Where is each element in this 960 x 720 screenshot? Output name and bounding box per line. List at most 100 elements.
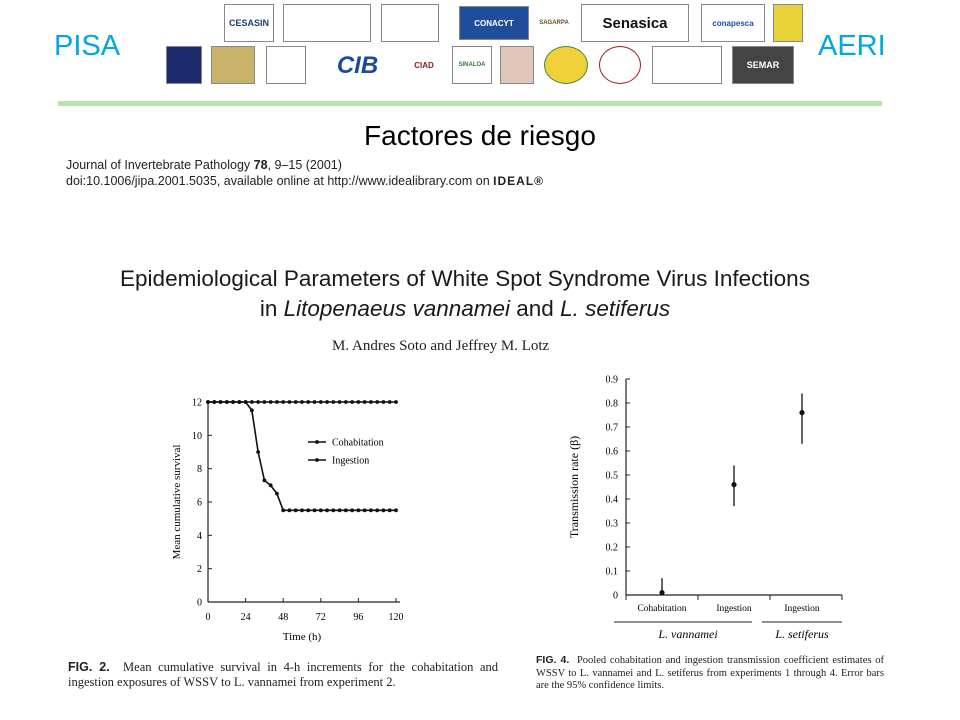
journal-name: Journal of Invertebrate Pathology (66, 158, 254, 172)
x-tick-label: 72 (316, 612, 326, 623)
figure-4-caption-text: Pooled cohabitation and ingestion transm… (536, 655, 885, 691)
brand-right-aeri: AERI (818, 30, 886, 62)
logo-17 (544, 46, 588, 84)
logo-21: SEMAR (732, 46, 794, 84)
data-point-ingestion (343, 508, 348, 513)
data-point-cohabitation (337, 400, 342, 404)
data-point-ingestion (350, 508, 355, 513)
data-point-cohabitation (362, 400, 367, 404)
data-point-cohabitation (300, 400, 304, 404)
figure-2-caption-label: FIG. 2. (68, 660, 110, 674)
y-axis-label: Mean cumulative survival (171, 445, 183, 560)
journal-line-2: doi:10.1006/jipa.2001.5035, available on… (66, 174, 544, 188)
figure-2-caption-text: Mean cumulative survival in 4-h incremen… (68, 660, 499, 689)
logo-1 (160, 4, 212, 42)
logo-3 (283, 4, 371, 42)
data-point-cohabitation (287, 400, 292, 404)
paper-authors: M. Andres Soto and Jeffrey M. Lotz (332, 338, 550, 354)
y-tick-label: 4 (197, 531, 202, 542)
data-point-ingestion (275, 491, 279, 496)
data-point-cohabitation (249, 400, 254, 404)
data-point-ingestion (387, 508, 392, 513)
data-point (659, 590, 665, 596)
x-tick-label: 48 (278, 612, 288, 623)
logo-18 (599, 46, 641, 84)
data-point-cohabitation (394, 400, 398, 404)
x-axis-label: Time (h) (283, 631, 322, 643)
category-label: Ingestion (716, 604, 752, 614)
data-point-cohabitation (256, 400, 261, 404)
data-point-cohabitation (268, 400, 273, 404)
logo-4 (381, 4, 439, 42)
y-tick-label: 0.4 (606, 495, 619, 506)
data-point-ingestion (375, 508, 380, 513)
data-point-cohabitation (331, 400, 336, 404)
data-point-ingestion (212, 400, 217, 404)
y-tick-label: 0.7 (606, 423, 619, 434)
legend-label-ingestion: Ingestion (332, 456, 369, 467)
data-point-ingestion (325, 508, 329, 513)
category-label: Ingestion (784, 604, 820, 614)
data-point-ingestion (318, 508, 323, 513)
data-point-ingestion (224, 400, 229, 404)
logo-5: CONACYT (459, 6, 529, 40)
data-point-cohabitation (325, 400, 329, 404)
data-point-ingestion (281, 508, 286, 513)
data-point (799, 410, 805, 416)
data-point-ingestion (243, 400, 248, 404)
y-tick-label: 0.3 (606, 519, 619, 530)
data-point-ingestion (394, 508, 398, 513)
data-point-ingestion (287, 508, 292, 513)
data-point-cohabitation (281, 400, 286, 404)
data-point-ingestion (231, 400, 235, 404)
data-point-cohabitation (293, 400, 298, 404)
data-point-ingestion (306, 508, 311, 513)
logo-14: CIAD (414, 60, 434, 70)
figure-4-transmission-chart: 0 0.1 0.2 0.3 0.4 0.5 0.6 0.7 0.8 0.9 Transmission… (567, 375, 843, 641)
data-point-cohabitation (312, 400, 317, 404)
header-divider (58, 101, 882, 106)
data-point-ingestion (331, 508, 336, 513)
ideal-logo: IDEAL® (493, 174, 544, 188)
figure-2-caption: FIG. 2. Mean cumulative survival in 4-h … (68, 660, 498, 690)
data-point-cohabitation (381, 400, 386, 404)
title-and: and (510, 296, 561, 321)
data-point-ingestion (268, 483, 273, 488)
legend-marker-ingestion (315, 458, 319, 462)
logo-19 (652, 46, 722, 84)
data-point-ingestion (312, 508, 317, 513)
journal-volume: 78 (253, 158, 268, 172)
paper-title-line-1: Epidemiological Parameters of White Spot… (120, 266, 810, 291)
title-species-2: L. setiferus (560, 296, 671, 321)
data-point-ingestion (256, 450, 261, 454)
data-point-ingestion (381, 508, 386, 513)
x-tick-label: 0 (206, 612, 211, 623)
journal-pages: , 9–15 (2001) (267, 158, 342, 172)
data-point-cohabitation (318, 400, 323, 404)
y-tick-label: 0.2 (606, 543, 619, 554)
y-tick-label: 0 (197, 598, 202, 609)
data-point (731, 482, 737, 488)
data-point-ingestion (218, 400, 223, 404)
data-point-cohabitation (275, 400, 279, 404)
data-point-cohabitation (356, 400, 361, 404)
logo-10 (166, 46, 202, 84)
data-point-cohabitation (306, 400, 311, 404)
group-label-vannamei: L. vannamei (657, 627, 717, 641)
data-point-ingestion (249, 408, 254, 413)
figure-4-caption-label: FIG. 4. (536, 654, 570, 666)
data-point-cohabitation (343, 400, 348, 404)
logo-7: Senasica (581, 4, 689, 42)
data-point-ingestion (262, 478, 267, 483)
data-point-ingestion (362, 508, 367, 513)
logo-13: CIB (336, 52, 379, 79)
title-species-1: Litopenaeus vannamei (283, 296, 511, 321)
y-tick-label: 8 (197, 464, 202, 475)
data-point-cohabitation (375, 400, 380, 404)
y-tick-label: 6 (197, 498, 202, 509)
slide-title: Factores de riesgo (364, 120, 596, 151)
data-point-cohabitation (262, 400, 267, 404)
data-point-ingestion (237, 400, 242, 404)
y-tick-label: 0.5 (606, 471, 619, 482)
